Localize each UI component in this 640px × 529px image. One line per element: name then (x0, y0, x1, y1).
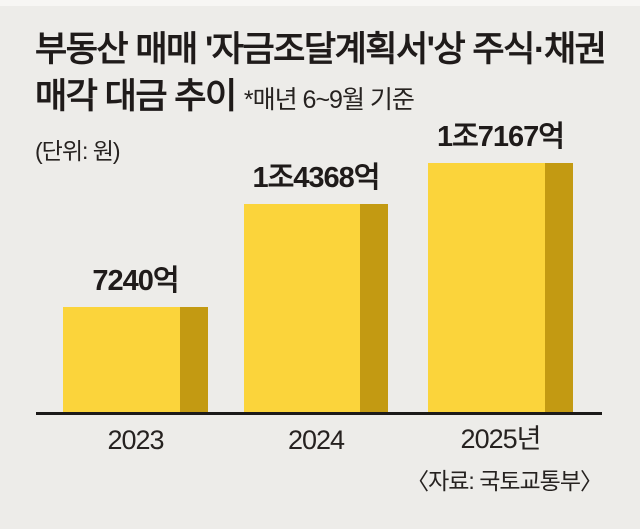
bar-side (360, 204, 388, 412)
bar-2025 (428, 163, 573, 412)
bar-value-label: 7240억 (92, 265, 179, 297)
bar-group-2023: 7240억 2023 (63, 257, 208, 455)
chart-title-line2: 매각 대금 추이 (35, 77, 244, 116)
bar-group-2025: 1조7167억 2025년 (428, 113, 573, 454)
source-label: 〈자료: 국토교통부〉 (406, 468, 603, 494)
chart-title-note: *매년 6~9월 기준 (243, 86, 415, 114)
bar-face (428, 163, 545, 412)
unit-label: (단위: 원) (35, 138, 121, 164)
x-tick-label: 2024 (287, 425, 345, 455)
bar-side (180, 307, 208, 412)
chart-title-line1: 부동산 매매 '자금조달계획서'상 주식·채권 (35, 30, 607, 69)
bar-face (63, 307, 180, 412)
bar-side (545, 163, 573, 412)
bar-2024 (244, 204, 388, 412)
bar-group-2024: 1조4368억 2024 (244, 154, 388, 455)
bar-value-label: 1조7167억 (436, 121, 565, 153)
bar-face (244, 204, 360, 412)
x-tick-label: 2025년 (460, 424, 542, 454)
x-axis-line (36, 412, 602, 415)
bar-value-label: 1조4368억 (252, 162, 380, 194)
x-tick-label: 2023 (107, 425, 164, 455)
bar-2023 (63, 307, 208, 412)
